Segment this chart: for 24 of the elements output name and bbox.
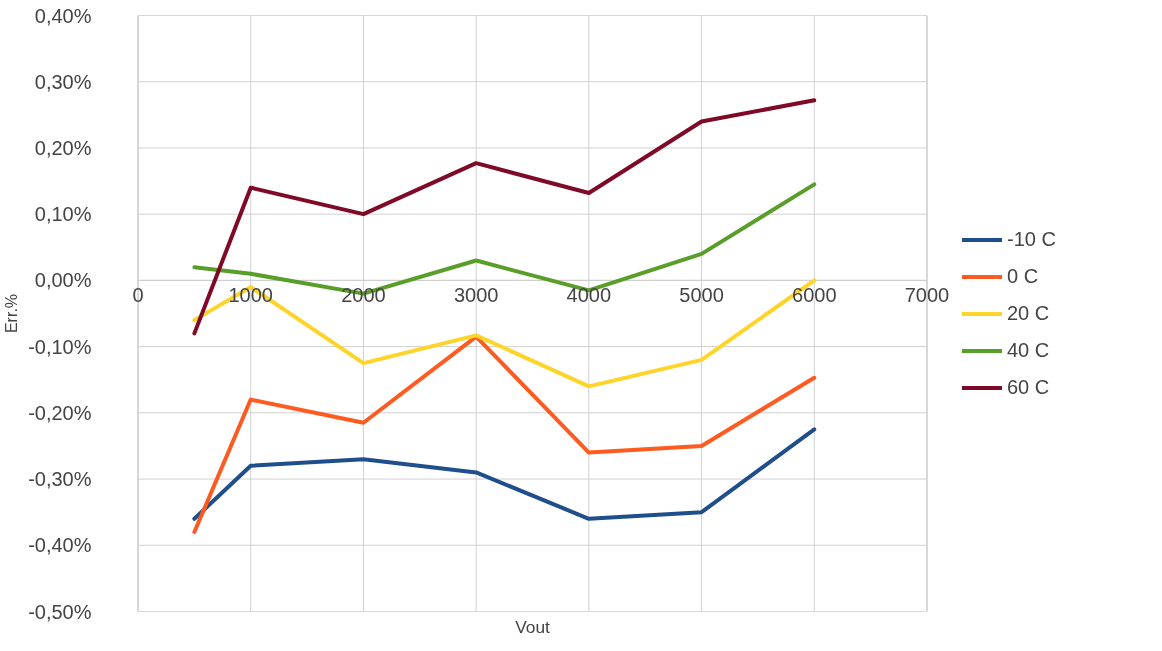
x-tick-label: 5000 [679, 284, 724, 307]
legend-label: -10 C [1007, 227, 1056, 251]
y-axis-title: Err.% [3, 293, 21, 334]
y-tick-label: -0,30% [28, 468, 92, 491]
y-tick-label: 0,00% [34, 269, 92, 292]
x-tick-label: 0 [132, 284, 144, 307]
x-tick-label: 3000 [453, 284, 499, 307]
y-tick-label: -0,20% [28, 401, 92, 424]
x-tick-label: 7000 [904, 284, 950, 307]
y-tick-label: -0,40% [28, 534, 92, 557]
line-series [192, 427, 817, 521]
y-tick-label: 0,30% [34, 70, 92, 93]
legend-label: 0 C [1007, 264, 1039, 288]
y-tick-label: 0,10% [34, 203, 92, 226]
x-tick-label: 4000 [566, 284, 612, 307]
y-tick-label: 0,20% [34, 136, 92, 159]
legend-label: 60 C [1007, 375, 1050, 399]
y-tick-label: -0,50% [28, 600, 92, 623]
legend-label: 40 C [1007, 338, 1050, 362]
y-tick-label: 0,40% [34, 4, 92, 27]
y-tick-label: -0,10% [28, 335, 92, 358]
legend-label: 20 C [1007, 301, 1050, 325]
x-axis-title: Vout [515, 616, 551, 637]
x-tick-label: 6000 [792, 284, 837, 307]
